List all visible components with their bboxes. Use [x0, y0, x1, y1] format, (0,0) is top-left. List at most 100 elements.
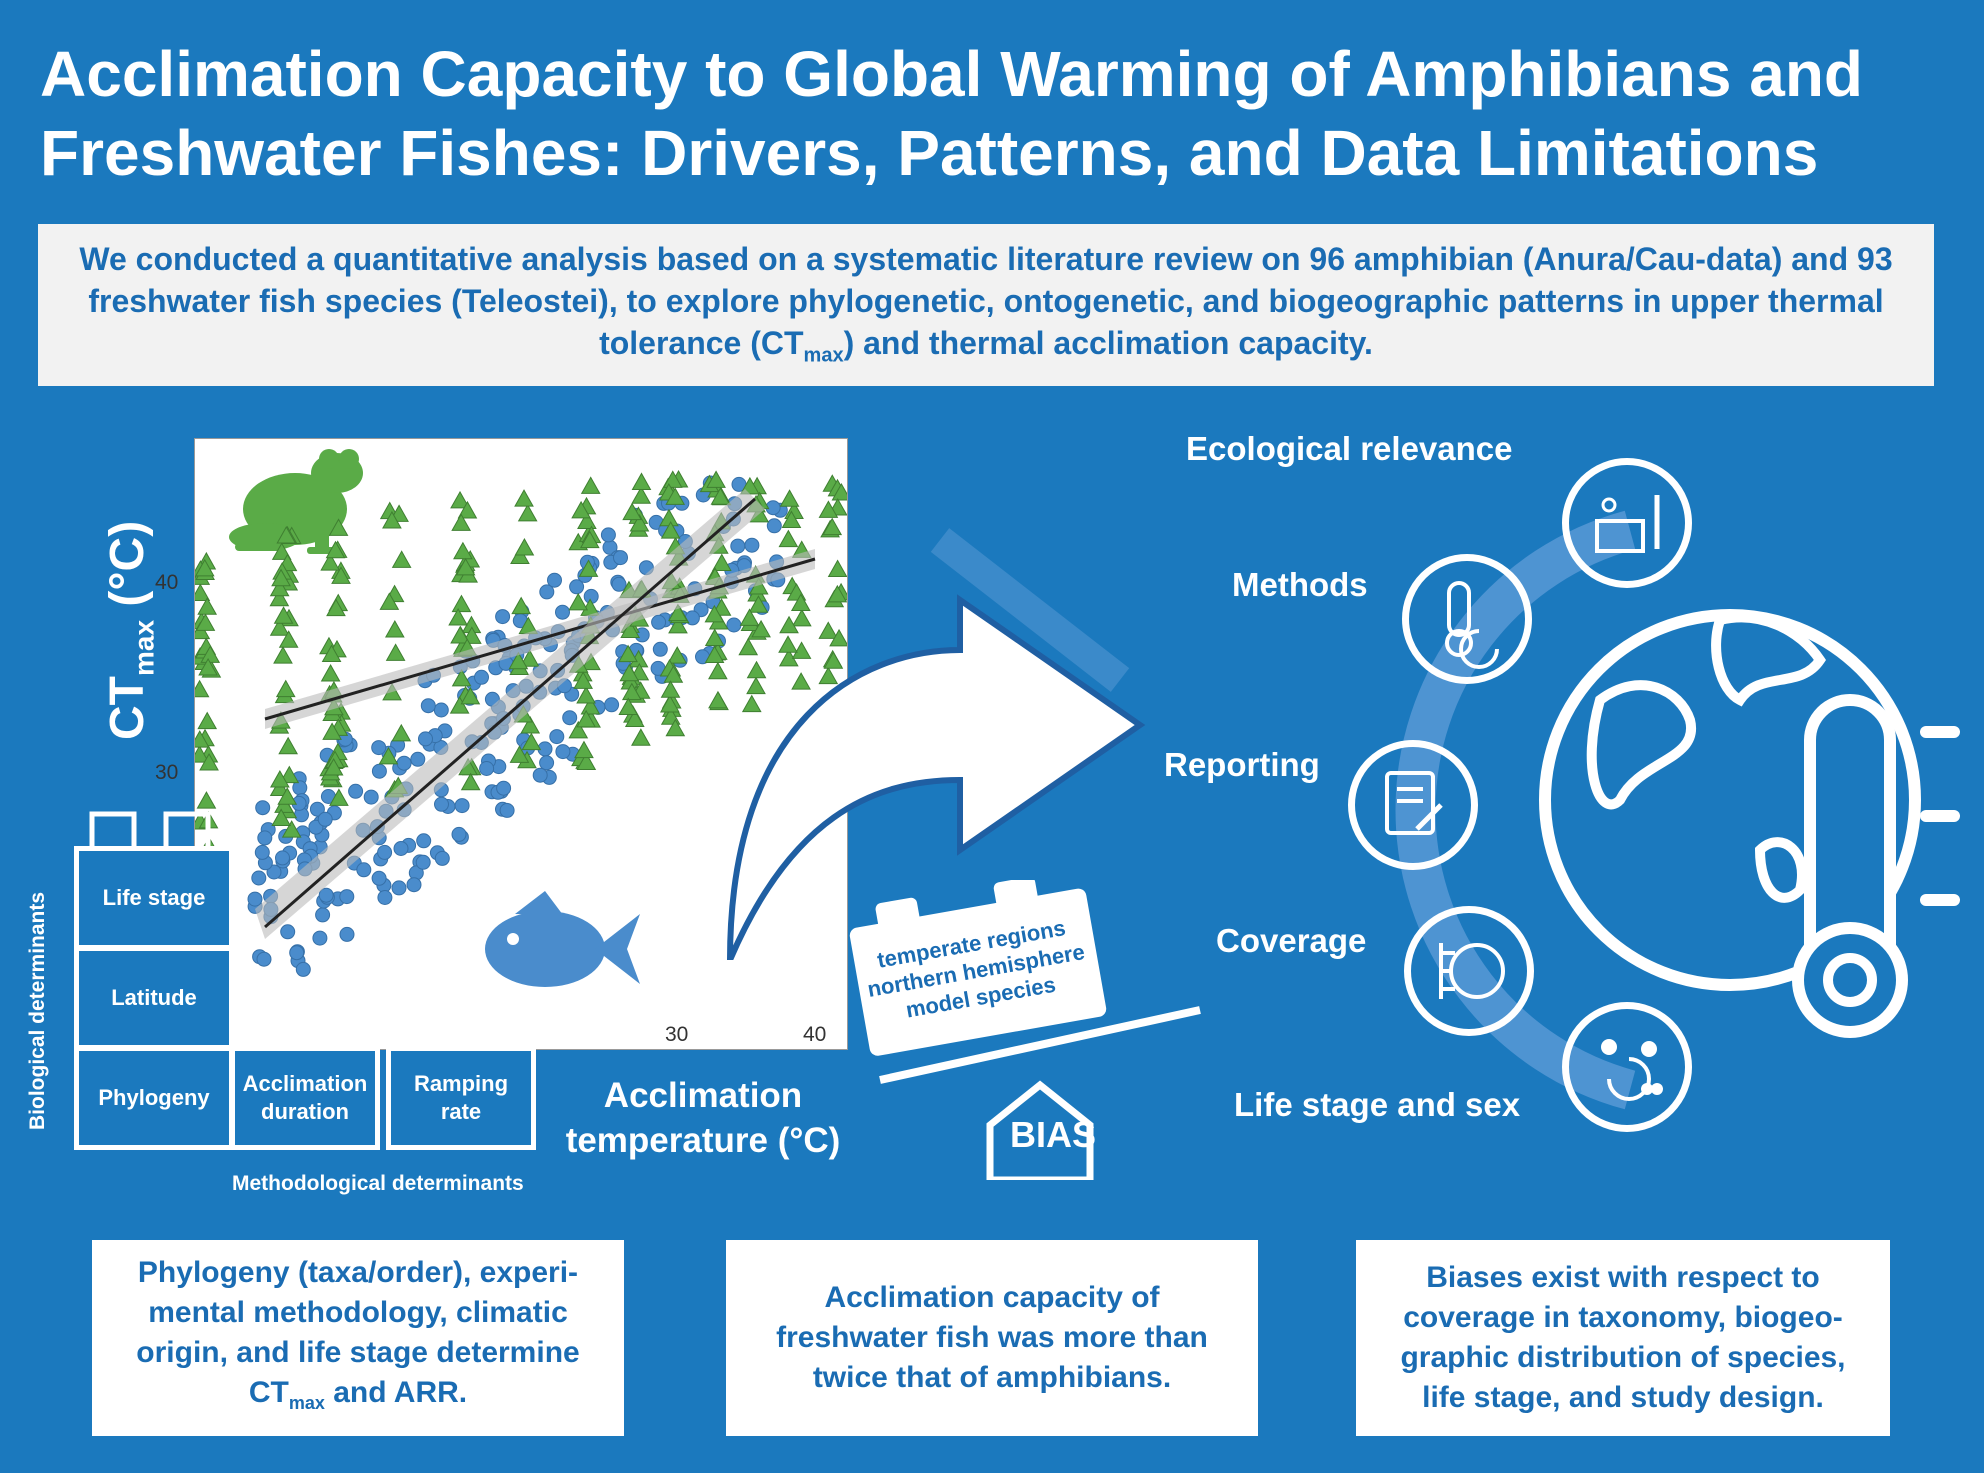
biological-determinants-label: Biological determinants [26, 891, 49, 1130]
frog-data-point [520, 716, 541, 734]
frog-data-point [320, 553, 341, 571]
fish-data-point [396, 755, 412, 771]
frog-data-point [391, 723, 412, 742]
frog-data-point [708, 661, 728, 680]
frog-data-point [517, 503, 538, 522]
frog-data-point [277, 787, 298, 805]
frog-data-point [457, 500, 478, 519]
frog-data-point [618, 697, 639, 716]
frog-data-point [741, 694, 762, 713]
frog-data-point [704, 604, 725, 623]
frog-data-point [778, 635, 798, 653]
summary-sub: max [803, 344, 844, 367]
fish-data-point [434, 850, 450, 866]
document-pen-icon [1348, 740, 1478, 870]
frog-data-point [631, 728, 651, 746]
frog-data-point [320, 663, 341, 682]
frog-data-point [827, 584, 847, 603]
fish-data-point [547, 572, 562, 588]
frog-data-point [568, 720, 589, 739]
frog-data-point [631, 472, 652, 490]
fish-data-point [371, 870, 387, 886]
block-latitude: Latitude [74, 946, 234, 1050]
tree-globe-icon [1404, 906, 1534, 1036]
fish-data-point [433, 702, 449, 718]
frog-data-point [269, 588, 290, 607]
frog-data-point [195, 679, 210, 698]
frog-data-point [746, 676, 766, 695]
finding-text: Phylogeny (taxa/order), experi-mental me… [136, 1256, 580, 1409]
frog-data-point [379, 592, 400, 610]
frog-data-point [781, 510, 802, 529]
frog-data-point [271, 542, 292, 560]
fish-data-point [251, 870, 267, 886]
summary-box: We conducted a quantitative analysis bas… [38, 224, 1934, 386]
methodological-determinants-label: Methodological determinants [232, 1172, 524, 1195]
fish-data-point [371, 763, 387, 779]
x-axis-label: Acclimation temperature (°C) [565, 1076, 841, 1160]
frog-data-point [328, 518, 349, 536]
fish-data-point [604, 697, 620, 713]
fish-data-point [474, 669, 489, 685]
frog-data-point [195, 730, 210, 748]
fish-data-point [652, 641, 668, 657]
frog-data-point [706, 470, 726, 488]
page-title: Acclimation Capacity to Global Warming o… [40, 38, 1863, 189]
limitation-label-life-stage-and-sex: Life stage and sex [1234, 1086, 1521, 1123]
fish-data-point [312, 930, 328, 946]
fish-data-point [275, 850, 290, 866]
scatter-plot-svg [195, 449, 847, 987]
frog-data-point [385, 643, 406, 661]
finding-box-fish: Acclimation capacity of freshwater fish … [726, 1240, 1258, 1436]
fish-data-point [600, 527, 616, 543]
frog-data-point [778, 529, 799, 548]
summary-text-end: ) and thermal acclimation capacity. [843, 325, 1373, 361]
fish-data-point [318, 887, 334, 903]
x-tick-30: 30 [665, 1023, 689, 1046]
frog-data-point [573, 671, 593, 689]
frog-data-point [519, 649, 540, 667]
fish-data-point [247, 891, 263, 907]
frog-data-point [450, 490, 470, 509]
frog-data-point [829, 628, 847, 647]
y-axis-label: CTmax (°C) [101, 520, 160, 740]
fish-regression-line [264, 497, 756, 929]
fish-data-point [371, 740, 387, 756]
fish-data-point [348, 783, 364, 799]
frog-data-point [790, 593, 811, 611]
fish-data-point [569, 579, 585, 595]
frog-data-point [667, 646, 688, 664]
frog-data-point [460, 686, 481, 705]
frog-data-point [455, 557, 476, 576]
frog-data-point [827, 559, 847, 578]
frog-data-point [620, 620, 641, 638]
frog-data-point [746, 660, 767, 679]
fish-data-point [339, 926, 355, 942]
frog-data-point [509, 745, 530, 763]
frog-data-point [710, 487, 731, 505]
frog-data-point [391, 550, 412, 568]
frog-data-point [629, 513, 650, 532]
frog-data-point [631, 486, 652, 504]
fish-data-point [549, 729, 565, 745]
block-life-stage: Life stage [74, 846, 234, 950]
frog-data-point [279, 765, 300, 784]
fish-data-point [315, 907, 331, 923]
bias-scale-icon [849, 880, 1201, 1180]
frog-data-point [618, 644, 638, 663]
fish-data-point [555, 744, 571, 760]
fish-data-point [377, 844, 393, 860]
frog-data-point [325, 540, 346, 559]
frog-regression-line [264, 557, 816, 721]
limitation-label-ecological-relevance: Ecological relevance [1186, 430, 1513, 467]
finding-box-biases: Biases exist with respect to coverage in… [1356, 1240, 1890, 1436]
fish-data-point [766, 518, 782, 534]
frog-data-point [271, 808, 292, 826]
fish-data-point [289, 945, 305, 961]
frog-data-point [580, 476, 601, 494]
fish-data-point [363, 789, 379, 805]
block-phylogeny: Phylogeny [74, 1046, 234, 1150]
thermometer-clock-icon [1402, 554, 1532, 684]
fish-data-point [393, 841, 409, 856]
frog-data-point [451, 668, 472, 687]
